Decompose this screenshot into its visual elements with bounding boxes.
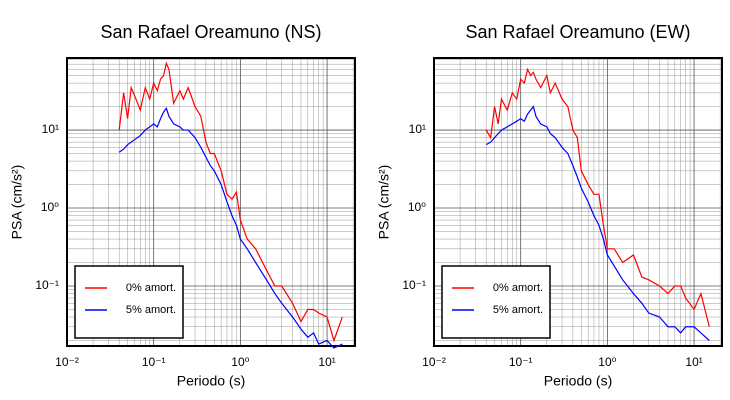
chart-title: San Rafael Oreamuno (NS) — [100, 22, 321, 42]
x-tick-label: 10⁻² — [55, 355, 79, 369]
series-line — [485, 67, 710, 327]
legend-label: 5% amort. — [493, 304, 543, 316]
chart-title: San Rafael Oreamuno (EW) — [465, 22, 690, 42]
x-tick-label: 10⁻² — [422, 355, 446, 369]
series-line — [118, 61, 343, 343]
x-tick-label: 10⁻¹ — [509, 355, 533, 369]
plot-frame — [433, 57, 723, 347]
y-tick-label: 10⁰ — [41, 200, 59, 214]
y-tick-label: 10⁻¹ — [35, 278, 59, 292]
legend-label: 0% amort. — [126, 282, 176, 294]
plot-frame — [66, 57, 356, 347]
y-tick-label: 10¹ — [409, 122, 426, 136]
x-tick-label: 10¹ — [318, 355, 335, 369]
x-tick-label: 10¹ — [685, 355, 702, 369]
y-tick-label: 10⁻¹ — [402, 278, 426, 292]
y-tick-label: 10⁰ — [408, 200, 426, 214]
legend-label: 0% amort. — [493, 282, 543, 294]
legend-box — [441, 265, 551, 339]
x-tick-label: 10⁰ — [598, 355, 616, 369]
panel: San Rafael Oreamuno (NS) 10⁻² 10⁻¹ 10⁰ 10¹ 10… — [9, 22, 356, 389]
x-tick-label: 10⁰ — [231, 355, 249, 369]
x-axis-label: Periodo (s) — [544, 373, 612, 389]
y-axis-label: PSA (cm/s²) — [9, 165, 25, 240]
y-tick-label: 10¹ — [42, 122, 59, 136]
series-line — [485, 105, 710, 341]
legend-box — [74, 265, 184, 339]
x-tick-label: 10⁻¹ — [142, 355, 166, 369]
legend-label: 5% amort. — [126, 304, 176, 316]
x-axis-label: Periodo (s) — [177, 373, 245, 389]
series-line — [118, 107, 343, 349]
y-axis-label: PSA (cm/s²) — [376, 165, 392, 240]
panel: San Rafael Oreamuno (EW) 10⁻² 10⁻¹ 10⁰ 10¹ 10… — [376, 22, 723, 389]
